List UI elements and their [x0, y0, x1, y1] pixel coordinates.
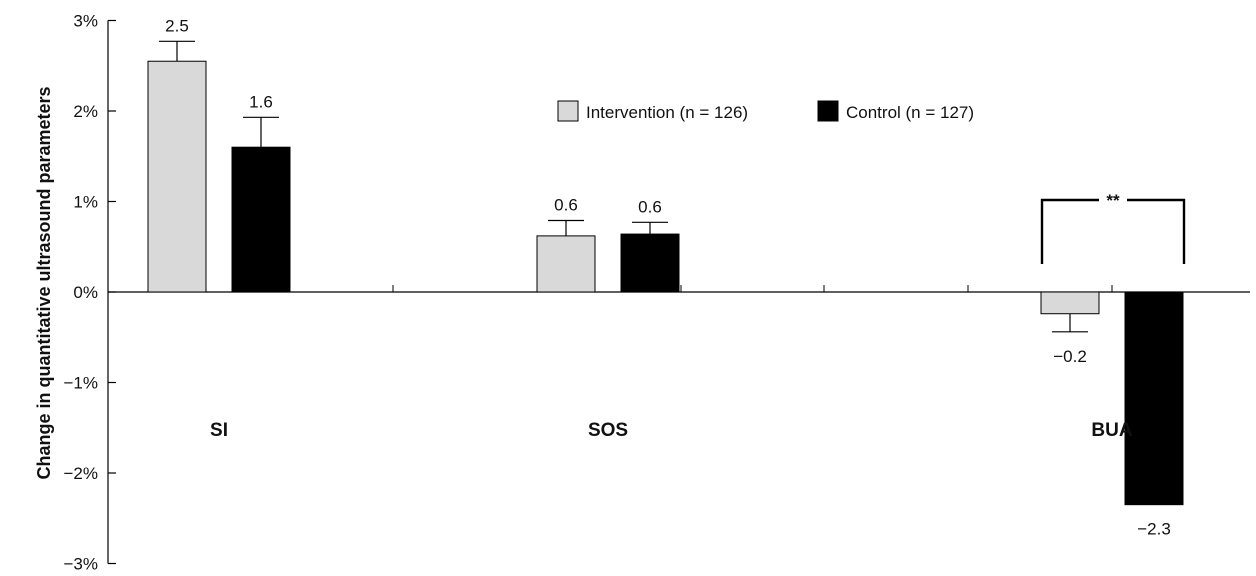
data-label: −0.2 [1053, 347, 1087, 366]
y-tick-label: 1% [73, 193, 98, 212]
annotations: ** [1040, 188, 1186, 264]
legend: Intervention (n = 126) Control (n = 127) [557, 100, 974, 122]
category-label-sos: SOS [588, 420, 628, 441]
y-axis: 3% 2% 1% 0% −1% −2% −3% [64, 12, 116, 574]
y-tick-label: 2% [73, 102, 98, 121]
legend-label-intervention: Intervention (n = 126) [586, 103, 748, 122]
bar-intervention-bua [1040, 291, 1100, 315]
y-tick-label: −3% [64, 555, 99, 574]
data-label: 0.6 [638, 197, 662, 216]
bar-control-bua [1124, 291, 1184, 506]
legend-label-control: Control (n = 127) [846, 103, 974, 122]
category-label-bua: BUA [1091, 420, 1132, 441]
bar-intervention-si [147, 60, 207, 293]
bar-control-si [231, 146, 291, 293]
category-labels: SI SOS BUA [210, 420, 1133, 441]
y-tick-label: −1% [64, 374, 99, 393]
data-label: 1.6 [249, 92, 273, 111]
y-tick-label: 0% [73, 283, 98, 302]
y-axis-title: Change in quantitative ultrasound parame… [34, 86, 54, 479]
significance-label: ** [1106, 191, 1120, 210]
bars: 2.5 0.6 −0.2 1.6 0.6 −2.3 [147, 16, 1184, 539]
significance-label-bg [1099, 188, 1127, 206]
y-tick-label: −2% [64, 464, 99, 483]
data-label: 0.6 [554, 196, 578, 215]
bar-control-sos [620, 233, 680, 293]
data-label: 2.5 [165, 16, 189, 35]
data-label: −2.3 [1137, 520, 1171, 539]
y-tick-label: 3% [73, 12, 98, 31]
legend-swatch-control [817, 100, 839, 122]
legend-swatch-intervention [557, 100, 579, 122]
bar-intervention-sos [536, 235, 596, 293]
category-label-si: SI [210, 420, 228, 441]
